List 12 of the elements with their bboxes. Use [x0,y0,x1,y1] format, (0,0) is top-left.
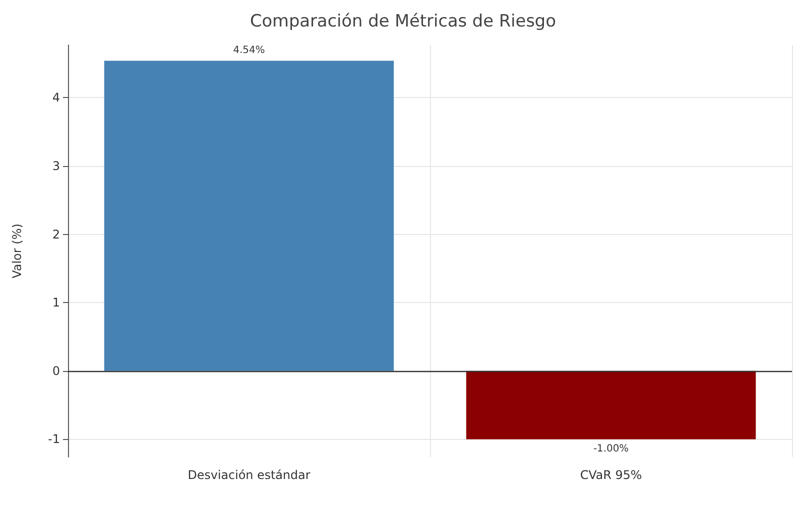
y-tick-label: 3 [52,158,60,173]
data-label: 4.54% [233,45,265,56]
y-axis-title: Valor (%) [10,224,24,278]
y-tick-label: -1 [48,432,60,446]
x-tick-label: CVaR 95% [580,468,642,482]
y-tick-label: 2 [52,227,60,242]
chart-title: Comparación de Métricas de Riesgo [250,12,556,32]
y-tick-label: 1 [52,296,60,310]
y-tick-label: 0 [52,364,60,378]
data-label: -1.00% [593,444,629,455]
y-tick-label: 4 [52,90,60,105]
x-tick-label: Desviación estándar [188,468,310,482]
